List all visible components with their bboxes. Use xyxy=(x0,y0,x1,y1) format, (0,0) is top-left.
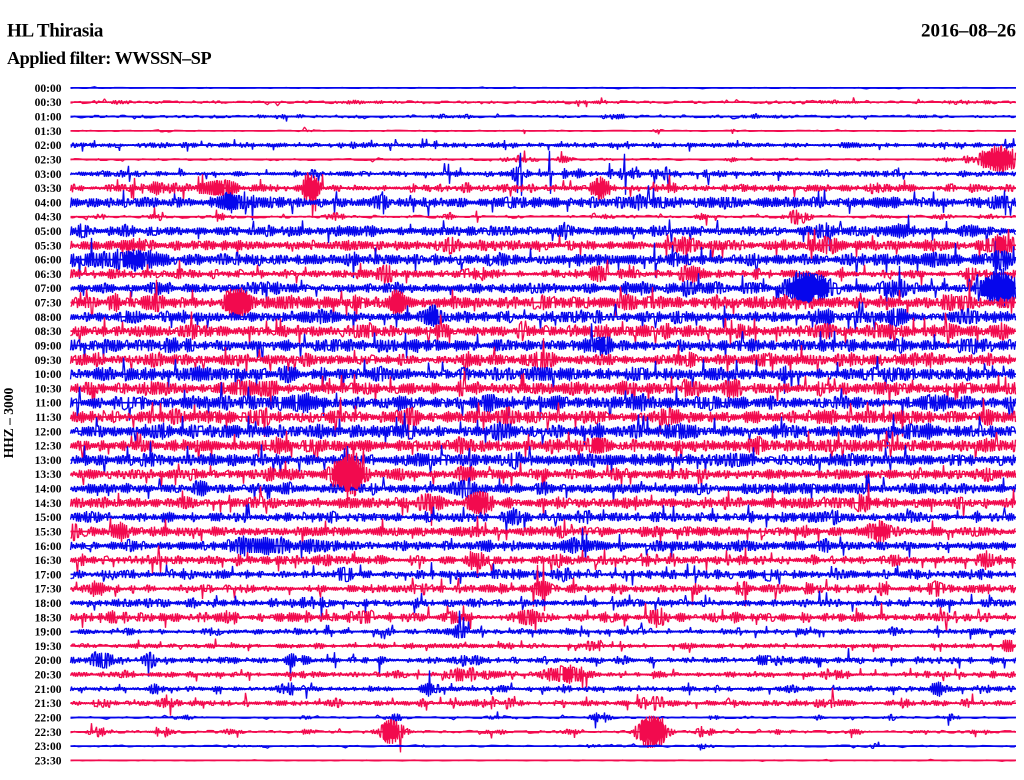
svg-text:20:30: 20:30 xyxy=(35,670,62,682)
svg-text:16:30: 16:30 xyxy=(35,555,62,567)
svg-text:18:00: 18:00 xyxy=(35,598,62,610)
svg-text:06:00: 06:00 xyxy=(35,255,62,267)
svg-text:05:30: 05:30 xyxy=(35,240,62,252)
svg-text:09:30: 09:30 xyxy=(35,355,62,367)
svg-text:12:30: 12:30 xyxy=(35,441,62,453)
svg-text:15:00: 15:00 xyxy=(35,512,62,524)
svg-text:22:00: 22:00 xyxy=(35,713,62,725)
svg-text:00:00: 00:00 xyxy=(35,83,62,95)
svg-text:13:00: 13:00 xyxy=(35,455,62,467)
svg-text:07:00: 07:00 xyxy=(35,283,62,295)
svg-text:03:30: 03:30 xyxy=(35,183,62,195)
svg-text:2016–08–26: 2016–08–26 xyxy=(921,21,1016,42)
svg-text:11:30: 11:30 xyxy=(35,412,61,424)
svg-text:01:30: 01:30 xyxy=(35,126,62,138)
svg-text:10:00: 10:00 xyxy=(35,369,62,381)
svg-text:01:00: 01:00 xyxy=(35,112,62,124)
svg-text:Applied filter: WWSSN–SP: Applied filter: WWSSN–SP xyxy=(7,48,211,68)
svg-text:08:00: 08:00 xyxy=(35,312,62,324)
svg-text:13:30: 13:30 xyxy=(35,469,62,481)
svg-text:18:30: 18:30 xyxy=(35,612,62,624)
svg-text:05:00: 05:00 xyxy=(35,226,62,238)
svg-text:03:00: 03:00 xyxy=(35,169,62,181)
svg-text:02:00: 02:00 xyxy=(35,140,62,152)
svg-text:08:30: 08:30 xyxy=(35,326,62,338)
svg-text:02:30: 02:30 xyxy=(35,154,62,166)
svg-text:09:00: 09:00 xyxy=(35,341,62,353)
svg-text:21:30: 21:30 xyxy=(35,698,62,710)
svg-text:04:00: 04:00 xyxy=(35,197,62,209)
svg-text:21:00: 21:00 xyxy=(35,684,62,696)
svg-text:10:30: 10:30 xyxy=(35,383,62,395)
svg-text:00:30: 00:30 xyxy=(35,97,62,109)
svg-text:23:00: 23:00 xyxy=(35,741,62,753)
svg-text:15:30: 15:30 xyxy=(35,527,62,539)
svg-text:14:00: 14:00 xyxy=(35,484,62,496)
svg-text:23:30: 23:30 xyxy=(35,755,62,767)
svg-text:16:00: 16:00 xyxy=(35,541,62,553)
svg-text:22:30: 22:30 xyxy=(35,727,62,739)
svg-text:11:00: 11:00 xyxy=(35,398,61,410)
svg-text:HL Thirasia: HL Thirasia xyxy=(7,21,104,42)
svg-text:07:30: 07:30 xyxy=(35,298,62,310)
svg-text:20:00: 20:00 xyxy=(35,655,62,667)
svg-text:14:30: 14:30 xyxy=(35,498,62,510)
svg-text:HHZ – 3000: HHZ – 3000 xyxy=(1,388,16,459)
svg-text:19:00: 19:00 xyxy=(35,627,62,639)
svg-text:19:30: 19:30 xyxy=(35,641,62,653)
svg-text:04:30: 04:30 xyxy=(35,212,62,224)
svg-text:17:30: 17:30 xyxy=(35,584,62,596)
svg-text:12:00: 12:00 xyxy=(35,426,62,438)
svg-text:17:00: 17:00 xyxy=(35,569,62,581)
svg-text:06:30: 06:30 xyxy=(35,269,62,281)
